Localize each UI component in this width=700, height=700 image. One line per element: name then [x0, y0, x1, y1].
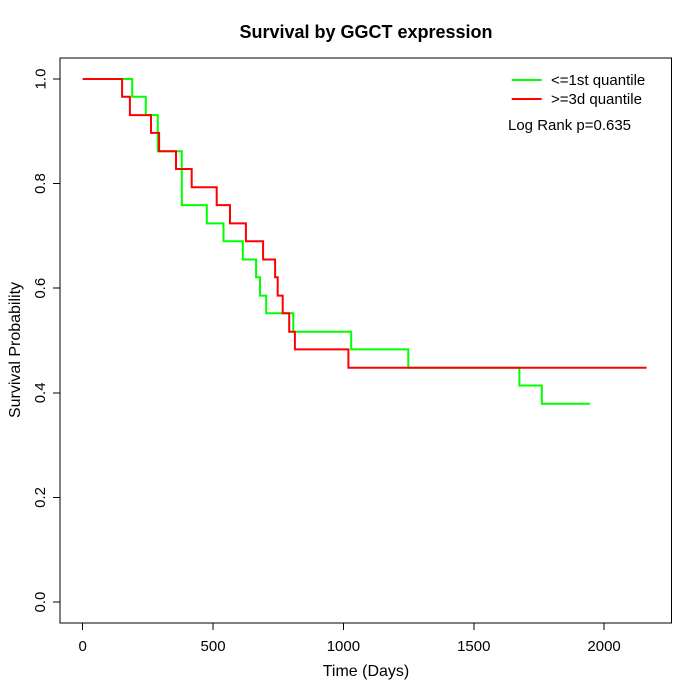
x-tick-label: 1500	[457, 638, 490, 655]
legend-label: >=3d quantile	[551, 91, 642, 108]
y-tick-label: 0.2	[32, 487, 49, 508]
y-tick-label: 0.6	[32, 278, 49, 299]
y-axis-label: Survival Probability	[7, 282, 24, 418]
chart-title: Survival by GGCT expression	[239, 22, 492, 42]
x-tick-label: 2000	[587, 638, 620, 655]
y-tick-label: 1.0	[32, 69, 49, 90]
x-tick-label: 500	[201, 638, 226, 655]
plot-box	[59, 57, 673, 624]
x-axis-label: Time (Days)	[323, 663, 410, 680]
legend-label: <=1st quantile	[551, 72, 645, 89]
x-tick-label: 1000	[327, 638, 360, 655]
y-tick-label: 0.8	[32, 173, 49, 194]
y-tick-label: 0.4	[32, 382, 49, 403]
log-rank-note: Log Rank p=0.635	[508, 117, 631, 134]
legend: Log Rank p=0.635 <=1st quantile >=3d quan…	[508, 72, 645, 134]
survival-curve-high-expression	[82, 78, 647, 369]
x-tick-label: 0	[79, 638, 87, 655]
y-axis: 0.0 0.2 0.4 0.6 0.8 1.0	[32, 69, 60, 613]
x-axis: 0 500 1000 1500 2000	[79, 623, 621, 655]
y-tick-label: 0.0	[32, 592, 49, 613]
survival-curves	[82, 78, 647, 405]
survival-curve-low-expression	[82, 78, 590, 405]
